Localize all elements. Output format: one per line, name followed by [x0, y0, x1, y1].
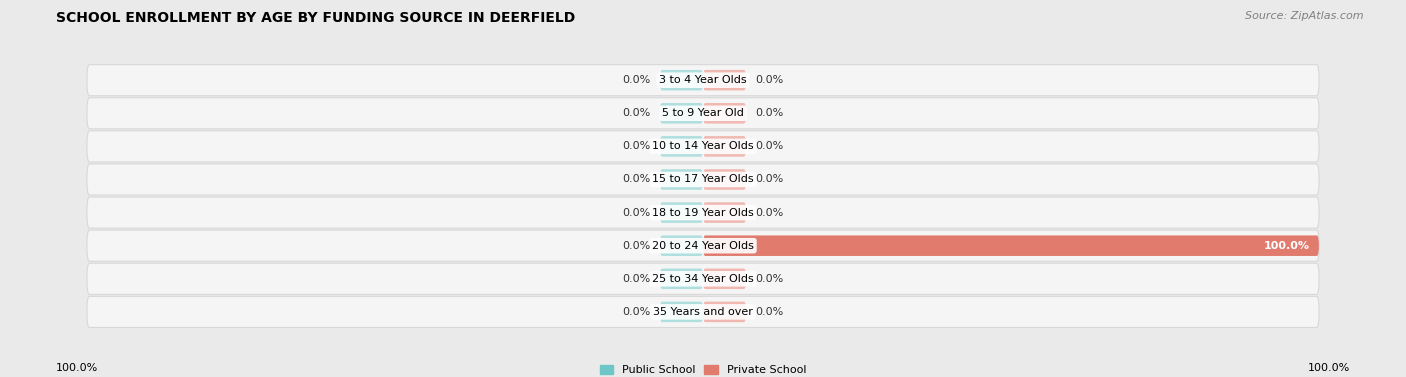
Text: Source: ZipAtlas.com: Source: ZipAtlas.com — [1246, 11, 1364, 21]
Text: 0.0%: 0.0% — [755, 274, 783, 284]
Text: 0.0%: 0.0% — [623, 307, 651, 317]
Text: 0.0%: 0.0% — [623, 108, 651, 118]
FancyBboxPatch shape — [87, 230, 1319, 261]
FancyBboxPatch shape — [659, 202, 703, 223]
FancyBboxPatch shape — [703, 103, 747, 124]
Text: 10 to 14 Year Olds: 10 to 14 Year Olds — [652, 141, 754, 152]
FancyBboxPatch shape — [703, 70, 747, 90]
Text: 0.0%: 0.0% — [755, 175, 783, 184]
FancyBboxPatch shape — [703, 202, 747, 223]
FancyBboxPatch shape — [87, 131, 1319, 162]
FancyBboxPatch shape — [87, 64, 1319, 96]
Text: 0.0%: 0.0% — [755, 75, 783, 85]
Text: 25 to 34 Year Olds: 25 to 34 Year Olds — [652, 274, 754, 284]
Text: 15 to 17 Year Olds: 15 to 17 Year Olds — [652, 175, 754, 184]
Text: 100.0%: 100.0% — [1264, 241, 1310, 251]
FancyBboxPatch shape — [703, 268, 747, 289]
Text: 100.0%: 100.0% — [56, 363, 98, 373]
Text: 0.0%: 0.0% — [755, 108, 783, 118]
FancyBboxPatch shape — [87, 164, 1319, 195]
Text: 0.0%: 0.0% — [623, 241, 651, 251]
FancyBboxPatch shape — [703, 169, 747, 190]
FancyBboxPatch shape — [87, 197, 1319, 228]
Text: 35 Years and over: 35 Years and over — [652, 307, 754, 317]
Text: 0.0%: 0.0% — [623, 274, 651, 284]
FancyBboxPatch shape — [703, 235, 1319, 256]
FancyBboxPatch shape — [659, 235, 703, 256]
FancyBboxPatch shape — [659, 103, 703, 124]
FancyBboxPatch shape — [87, 296, 1319, 328]
Text: SCHOOL ENROLLMENT BY AGE BY FUNDING SOURCE IN DEERFIELD: SCHOOL ENROLLMENT BY AGE BY FUNDING SOUR… — [56, 11, 575, 25]
Text: 20 to 24 Year Olds: 20 to 24 Year Olds — [652, 241, 754, 251]
Text: 5 to 9 Year Old: 5 to 9 Year Old — [662, 108, 744, 118]
Text: 18 to 19 Year Olds: 18 to 19 Year Olds — [652, 208, 754, 218]
FancyBboxPatch shape — [659, 302, 703, 322]
Text: 0.0%: 0.0% — [623, 75, 651, 85]
FancyBboxPatch shape — [703, 136, 747, 157]
Text: 0.0%: 0.0% — [623, 175, 651, 184]
FancyBboxPatch shape — [659, 136, 703, 157]
FancyBboxPatch shape — [659, 268, 703, 289]
Legend: Public School, Private School: Public School, Private School — [600, 365, 806, 375]
FancyBboxPatch shape — [87, 263, 1319, 294]
FancyBboxPatch shape — [703, 302, 747, 322]
Text: 0.0%: 0.0% — [623, 208, 651, 218]
FancyBboxPatch shape — [659, 70, 703, 90]
FancyBboxPatch shape — [659, 169, 703, 190]
FancyBboxPatch shape — [87, 98, 1319, 129]
Text: 0.0%: 0.0% — [755, 141, 783, 152]
Text: 0.0%: 0.0% — [623, 141, 651, 152]
Text: 0.0%: 0.0% — [755, 208, 783, 218]
Text: 3 to 4 Year Olds: 3 to 4 Year Olds — [659, 75, 747, 85]
Text: 100.0%: 100.0% — [1308, 363, 1350, 373]
Text: 0.0%: 0.0% — [755, 307, 783, 317]
